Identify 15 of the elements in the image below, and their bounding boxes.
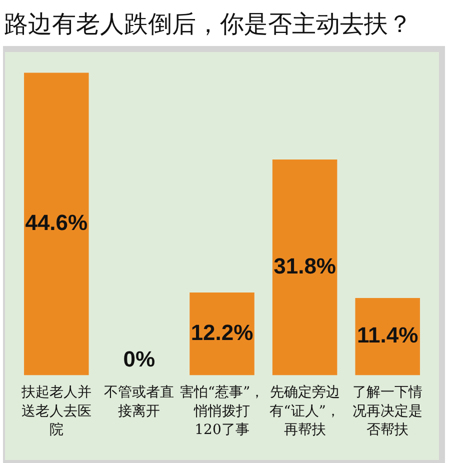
bar (355, 298, 420, 376)
x-tick-label: 了解一下情况再决定是否帮扶 (352, 384, 423, 438)
data-label: 44.6% (25, 210, 88, 236)
x-tick-label: 害怕“惹事”，悄悄拨打120了事 (180, 384, 264, 438)
data-label: 11.4% (357, 322, 418, 348)
bar (190, 292, 254, 376)
x-tick-label: 不管或者直接离开 (104, 384, 174, 420)
bar (272, 160, 338, 376)
chart-title: 路边有老人跌倒后，你是否主动去扶？ (4, 9, 412, 40)
bar (24, 72, 89, 376)
data-label: 31.8% (274, 253, 336, 278)
data-label: 0% (123, 346, 156, 372)
data-label: 12.2% (190, 320, 254, 345)
x-tick-label: 扶起老人并送老人去医院 (20, 384, 92, 438)
x-tick-label: 先确定旁边有“证人”，再帮扶 (270, 384, 340, 438)
